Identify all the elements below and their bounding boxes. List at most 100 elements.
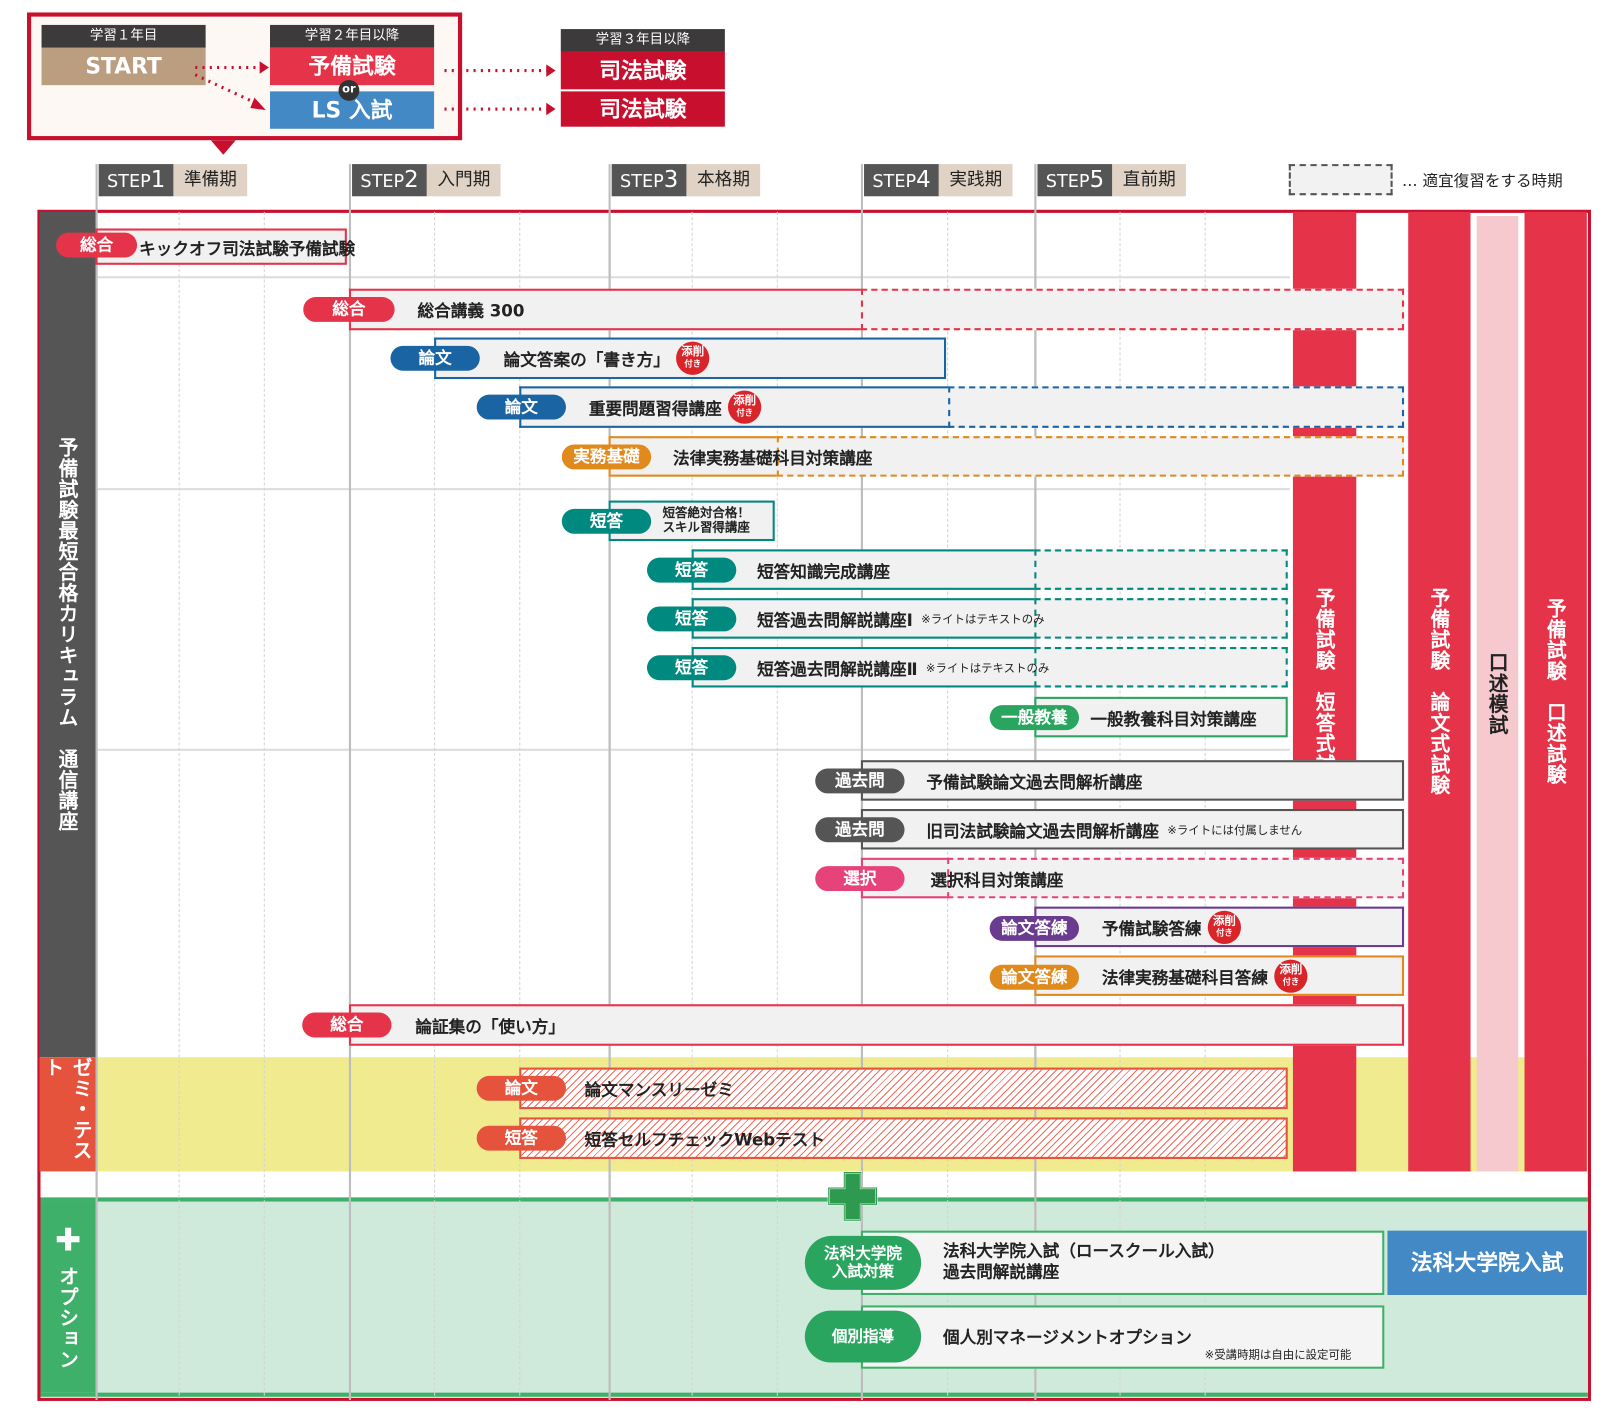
shiho-result-a: 司法試験 xyxy=(560,51,725,90)
course-box[interactable] xyxy=(860,1230,1385,1296)
step-number: STEP1 xyxy=(98,164,174,197)
course-title-text: 短答知識完成講座 xyxy=(757,561,891,582)
step-header-3: STEP3 本格期 xyxy=(611,164,761,197)
course-tag: 実務基礎 xyxy=(561,444,652,470)
step-number: STEP4 xyxy=(864,164,939,197)
course-title-text: 論文マンスリーゼミ xyxy=(584,1080,734,1100)
course-box[interactable] xyxy=(860,760,1405,801)
course-title-text: 一般教養科目対策講座 xyxy=(1090,708,1257,729)
course-title-text: 予備試験答練 xyxy=(1101,918,1202,939)
ls-exam-box: 法科大学院入試 xyxy=(1387,1230,1587,1296)
exam-koujutsu-mock: 口述模試 xyxy=(1476,216,1519,1172)
course-title-text: 旧司法試験論文過去問解析講座 xyxy=(926,820,1159,841)
legend-text: … 適宜復習をする時期 xyxy=(1401,171,1563,191)
grid-major-line xyxy=(860,211,863,1396)
plus-icon: ✚ xyxy=(54,1222,82,1259)
flow-arrows xyxy=(194,61,556,116)
correction-badge: 添削 付き xyxy=(728,390,762,424)
exam-koujutsu: 予備試験 口述試験 xyxy=(1524,211,1587,1172)
step-header-5: STEP5 直前期 xyxy=(1037,164,1187,197)
course-title-line2: スキル習得講座 xyxy=(662,520,750,535)
course-tag: 個別指導 xyxy=(804,1310,922,1363)
grid-minor-line xyxy=(434,211,436,1396)
course-tag: 過去問 xyxy=(815,768,905,794)
grid-minor-line xyxy=(178,211,180,1396)
course-tag: 過去問 xyxy=(815,817,905,843)
grid-major-line xyxy=(95,211,98,1396)
course-box[interactable] xyxy=(348,288,861,331)
flow-pointer xyxy=(210,140,236,155)
course-box[interactable] xyxy=(519,1117,1288,1159)
step-header-2: STEP2 入門期 xyxy=(352,164,501,197)
course-tag: 選択 xyxy=(815,866,905,892)
shiho-result-b: 司法試験 xyxy=(560,91,725,127)
course-title-line2: 過去問解説講座 xyxy=(942,1261,1060,1282)
grid-minor-line xyxy=(263,211,265,1396)
review-period-box xyxy=(776,436,1405,477)
course-tag: 短答 xyxy=(646,606,737,632)
row-separator xyxy=(95,488,1290,491)
step-header-1: STEP1 準備期 xyxy=(98,164,248,197)
course-tag: 短答 xyxy=(561,508,652,534)
course-tag: 短答 xyxy=(476,1125,566,1151)
course-title: 重要問題習得講座 添削 付き xyxy=(588,386,762,428)
course-tag: 論文 xyxy=(390,345,480,371)
course-title-text: 論証集の「使い方」 xyxy=(415,1016,565,1037)
course-tag: 短答 xyxy=(646,557,737,583)
course-title: 一般教養科目対策講座 xyxy=(1090,697,1256,738)
course-title-text: 重要問題習得講座 xyxy=(588,398,722,419)
review-period-box xyxy=(947,857,1405,899)
course-box[interactable] xyxy=(860,808,1405,850)
step-period: 実践期 xyxy=(938,164,1013,197)
course-tag: 総合 xyxy=(303,297,395,322)
grid-major-line xyxy=(1034,211,1037,1396)
course-title: 予備試験論文過去問解析講座 xyxy=(926,760,1142,801)
course-tag: 論文答練 xyxy=(989,964,1080,990)
course-title: 論証集の「使い方」 xyxy=(415,1004,565,1046)
course-tag: 一般教養 xyxy=(989,705,1080,731)
course-title: 総合講義 300 xyxy=(417,289,524,331)
course-title-text: 法律実務基礎科目答練 xyxy=(1101,967,1269,988)
grid-minor-line xyxy=(1119,211,1121,1396)
grid-minor-line xyxy=(691,211,693,1396)
course-title: 短答過去問解説講座Ⅱ ※ライトはテキストのみ xyxy=(757,647,1049,688)
course-title: 短答絶対合格！ スキル習得講座 xyxy=(663,506,750,535)
legend-swatch xyxy=(1288,164,1393,196)
course-box[interactable] xyxy=(691,646,1035,688)
course-title-text: 短答過去問解説講座Ⅰ xyxy=(757,610,913,630)
step-header-4: STEP4 実践期 xyxy=(864,164,1013,197)
course-box[interactable] xyxy=(691,598,1035,639)
correction-badge: 添削 付き xyxy=(676,341,710,375)
course-title: 予備試験答練 添削 付き xyxy=(1101,907,1242,948)
grid-major-line xyxy=(348,211,352,1396)
year3-header: 学習３年目以降 xyxy=(560,29,725,52)
section-zemi-label: ゼミ・テスト xyxy=(39,1057,96,1172)
course-title-text: 法科大学院入試（ロースクール入試） xyxy=(942,1241,1225,1261)
course-box[interactable] xyxy=(348,1004,1405,1046)
course-box[interactable] xyxy=(691,549,1035,590)
course-title: 旧司法試験論文過去問解析講座 ※ライトには付属しません xyxy=(926,809,1302,850)
course-box[interactable] xyxy=(519,1067,1288,1110)
course-tag: 短答 xyxy=(646,655,737,681)
step-number: STEP3 xyxy=(611,164,687,197)
year2-header: 学習２年目以降 xyxy=(270,24,435,48)
row-separator xyxy=(95,276,1290,279)
course-title-text: 論文答案の「書き方」 xyxy=(503,349,670,370)
course-box[interactable] xyxy=(860,1305,1385,1369)
course-title: 個人別マネージメントオプション xyxy=(943,1305,1192,1368)
course-title: 論文答案の「書き方」 添削 付き xyxy=(504,338,710,380)
course-title-text: 短答セルフチェックWebテスト xyxy=(584,1129,825,1150)
course-tag: 総合 xyxy=(56,232,138,258)
course-title-text: 予備試験論文過去問解析講座 xyxy=(926,772,1143,792)
yobi-option: 予備試験 xyxy=(270,47,435,86)
grid-minor-line xyxy=(519,211,521,1396)
row-separator xyxy=(95,748,1290,751)
course-title-text: 短答過去問解説講座Ⅱ xyxy=(757,658,918,679)
course-tag: 論文答練 xyxy=(989,915,1080,941)
course-box[interactable] xyxy=(95,228,347,265)
grid-minor-line xyxy=(947,211,949,1396)
review-period-box xyxy=(1034,598,1288,639)
course-box[interactable] xyxy=(1034,955,1405,996)
review-period-box xyxy=(1034,646,1288,688)
